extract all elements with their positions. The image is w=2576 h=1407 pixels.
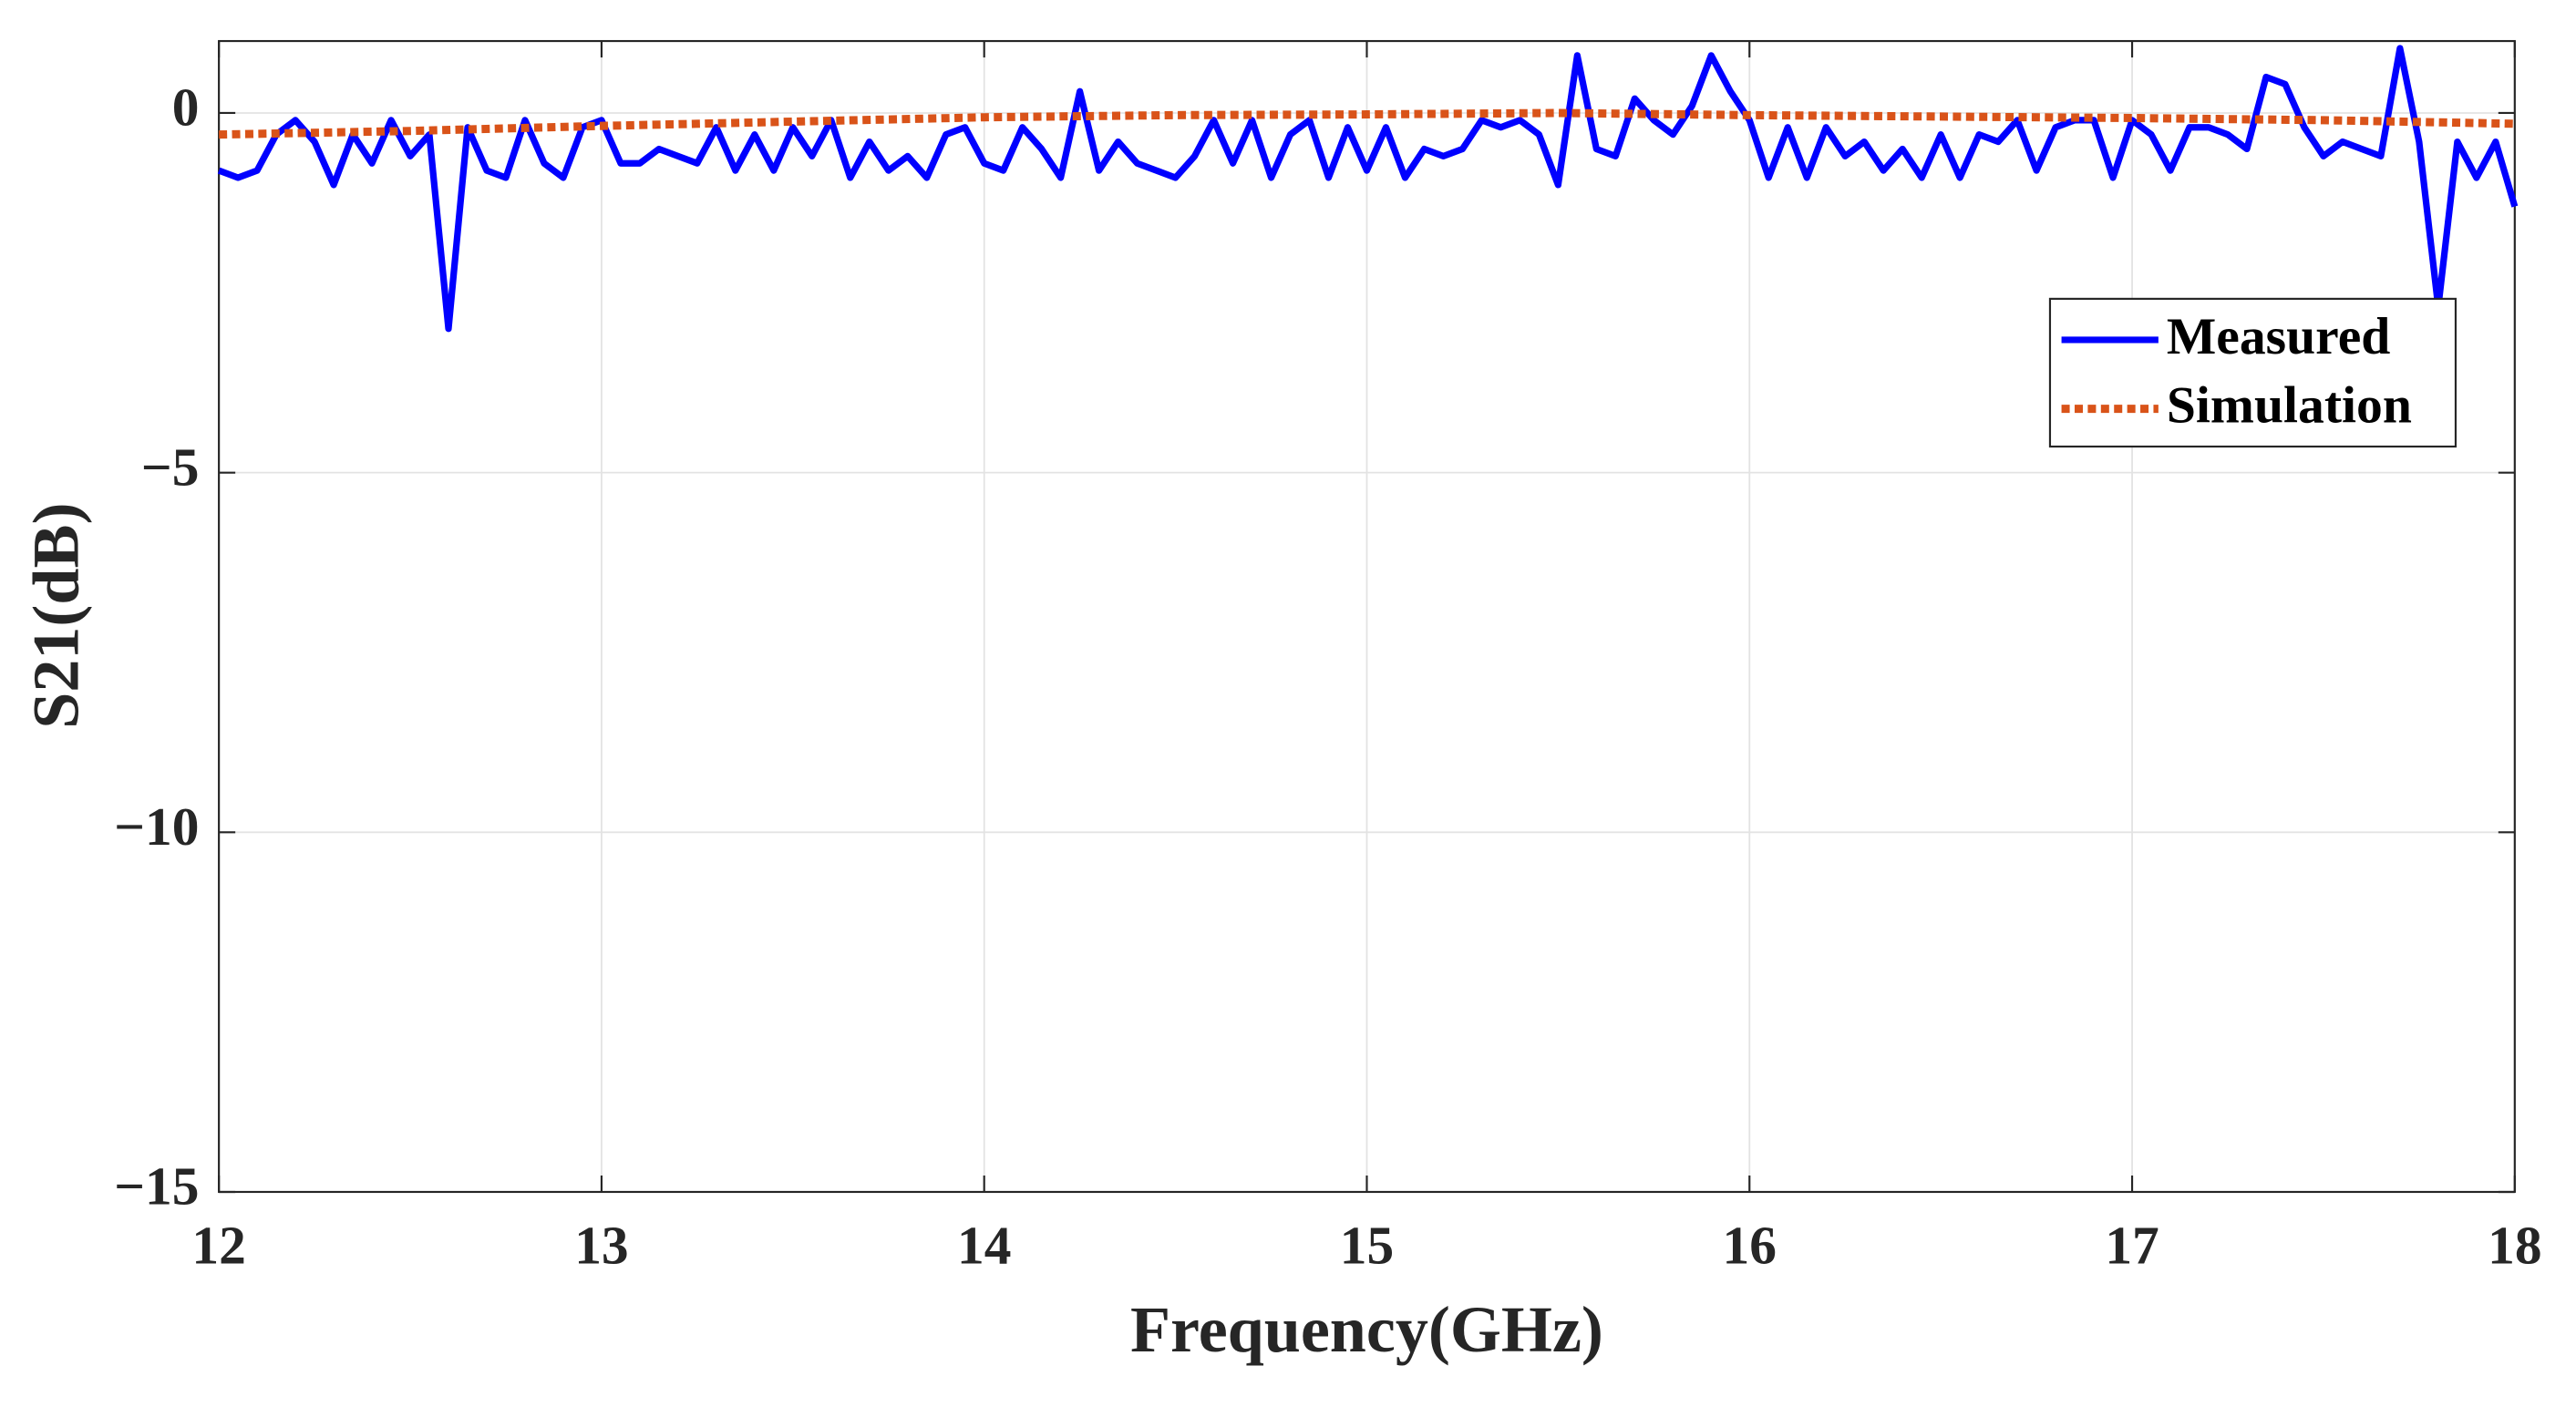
series-line [219,108,2515,139]
x-tick-label: 18 [2488,1215,2541,1275]
series-line [217,45,2519,333]
y-tick-label: 0 [172,77,200,138]
legend-box [2048,297,2458,448]
y-tick-label: −10 [114,796,199,857]
legend-label: Simulation [2167,377,2412,435]
x-tick-label: 15 [1340,1215,1394,1275]
y-tick-label: −5 [141,436,200,497]
plot-frame [218,39,2516,1194]
x-tick-label: 16 [1723,1215,1777,1275]
x-tick-label: 14 [957,1215,1011,1275]
y-axis-label: S21(dB) [20,502,93,728]
x-tick-label: 17 [2105,1215,2159,1275]
x-tick-label: 12 [191,1215,245,1275]
x-tick-label: 13 [574,1215,628,1275]
legend-label: Measured [2167,308,2390,365]
y-tick-label: −15 [114,1156,199,1217]
x-axis-label: Frequency(GHz) [1130,1293,1603,1366]
